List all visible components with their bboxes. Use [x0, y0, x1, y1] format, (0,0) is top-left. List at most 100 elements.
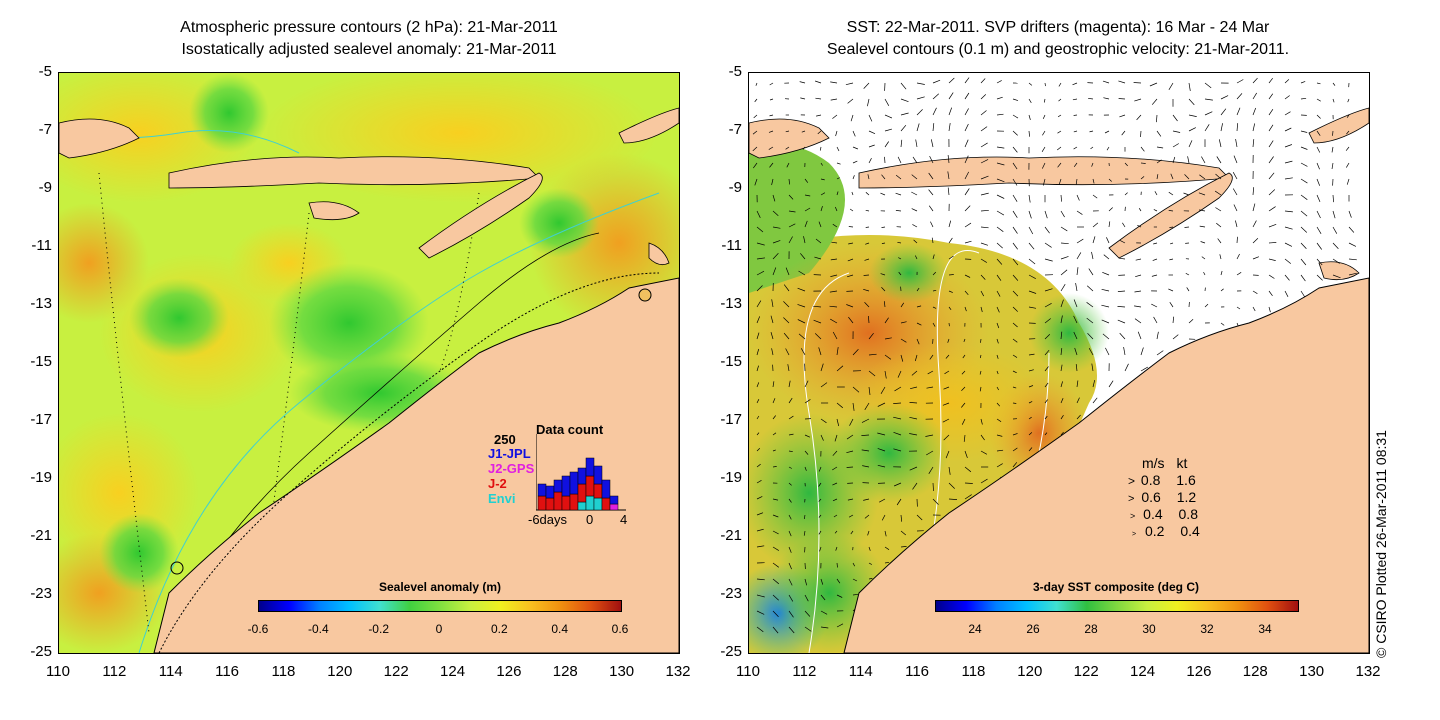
velocity-vector: [996, 194, 1005, 199]
velocity-vector: [1108, 221, 1111, 228]
sst-cool-patch: [869, 243, 949, 303]
velocity-vector: [896, 498, 902, 506]
velocity-vector: [1346, 178, 1350, 185]
velocity-vector: [1316, 242, 1322, 250]
velocity-vector: [818, 514, 822, 518]
velocity-vector: [788, 578, 793, 586]
velocity-vector: [1076, 194, 1080, 201]
velocity-vector: [1268, 140, 1274, 148]
velocity-vector: [1284, 95, 1290, 100]
velocity-vector: [772, 626, 779, 634]
velocity-vector: [1346, 130, 1350, 135]
velocity-vector: [1076, 210, 1083, 215]
velocity-vector: [1348, 210, 1352, 218]
velocity-vector: [772, 578, 780, 585]
velocity-vector: [861, 449, 870, 452]
velocity-vector: [1332, 242, 1339, 250]
velocity-vector: [947, 171, 950, 180]
sst-map: [748, 72, 1370, 654]
velocity-vector: [1268, 172, 1275, 180]
velocity-vector: [1236, 236, 1238, 244]
velocity-vector: [1169, 226, 1174, 228]
velocity-vector: [788, 236, 793, 244]
velocity-vector: [1151, 274, 1158, 277]
island-land: [308, 201, 360, 221]
velocity-vector: [1216, 222, 1222, 228]
velocity-vector: [852, 578, 858, 582]
velocity-vector: [1316, 258, 1323, 266]
velocity-vector: [1186, 287, 1190, 292]
sst-cool-patch: [829, 403, 949, 503]
velocity-vector: [1134, 290, 1142, 293]
velocity-vector: [900, 112, 909, 116]
colorbar-tick-label: 0.4: [551, 622, 568, 636]
velocity-vector: [836, 418, 840, 427]
velocity-vector: [1252, 306, 1256, 312]
velocity-vector: [1220, 288, 1224, 292]
velocity-vector: [1172, 156, 1176, 164]
velocity-vector: [948, 237, 953, 244]
velocity-vector: [1268, 274, 1275, 279]
velocity-vector: [893, 402, 902, 404]
velocity-vector: [1140, 146, 1145, 152]
velocity-vector: [942, 418, 950, 423]
velocity-vector: [1156, 146, 1164, 149]
velocity-vector: [948, 306, 952, 311]
velocity-vector: [1076, 380, 1079, 388]
velocity-vector: [964, 171, 970, 180]
velocity-vector: [820, 162, 823, 166]
velocity-vector: [1137, 224, 1142, 228]
velocity-vector: [787, 364, 790, 372]
velocity-vector: [1332, 82, 1336, 86]
velocity-vector: [1151, 303, 1158, 308]
velocity-vector: [1252, 256, 1260, 260]
sealevel-anomaly-map-svg: [59, 73, 679, 653]
velocity-vector: [847, 498, 854, 501]
velocity-vector: [1135, 258, 1142, 261]
velocity-vector: [916, 82, 925, 85]
x-tick-label: 124: [1130, 663, 1156, 680]
velocity-vector: [909, 402, 918, 404]
velocity-vector: [1168, 210, 1174, 212]
velocity-vector: [1188, 114, 1197, 117]
velocity-vector: [830, 81, 838, 84]
velocity-vector: [788, 450, 793, 453]
velocity-vector: [1012, 98, 1019, 101]
velocity-vector: [961, 418, 966, 425]
velocity-vector: [752, 130, 758, 135]
velocity-vector: [1316, 178, 1321, 186]
velocity-vector: [1028, 98, 1032, 103]
colorbar-tick-label: 0: [435, 622, 443, 636]
velocity-vector: [772, 226, 781, 229]
velocity-vector: [868, 144, 875, 148]
velocity-vector: [756, 594, 765, 598]
velocity-vector: [861, 418, 870, 423]
velocity-vector: [1092, 222, 1099, 228]
velocity-vector: [932, 322, 936, 327]
velocity-vector: [1086, 317, 1094, 324]
velocity-vector: [1284, 79, 1290, 84]
velocity-vector: [1348, 258, 1357, 261]
velocity-vector: [1122, 222, 1126, 228]
velocity-vector: [1012, 130, 1018, 136]
velocity-vector: [820, 418, 827, 424]
velocity-vector: [1347, 98, 1350, 103]
velocity-vector: [1316, 114, 1321, 119]
velocity-vector: [932, 498, 939, 505]
velocity-vector: [900, 321, 907, 324]
velocity-vector: [820, 192, 826, 196]
velocity-vector: [820, 205, 823, 212]
velocity-vector: [893, 431, 902, 436]
velocity-vector: [1236, 79, 1244, 84]
velocity-vector: [1172, 143, 1179, 148]
velocity-vector: [1057, 130, 1062, 134]
colorbar-tick-label: 28: [1084, 622, 1098, 636]
velocity-vector: [756, 512, 764, 516]
velocity-vector: [1233, 204, 1238, 212]
velocity-vector: [1106, 237, 1110, 244]
velocity-vector: [846, 450, 854, 454]
copyright-label: © CSIRO Plotted 26-Mar-2011 08:31: [1373, 430, 1389, 658]
y-tick-label: -9: [728, 179, 742, 196]
velocity-vector: [830, 258, 838, 261]
velocity-vector: [1252, 187, 1255, 196]
